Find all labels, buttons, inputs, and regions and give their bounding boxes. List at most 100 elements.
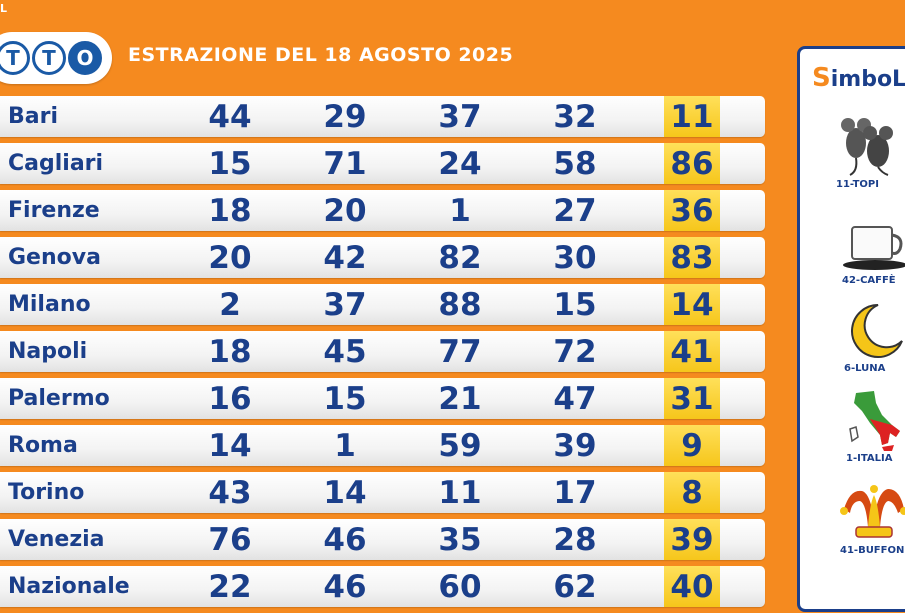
moon-icon [851,304,903,358]
jester-hat-icon [840,485,905,538]
table-row: Milano 2 37 88 15 14 [0,284,765,325]
table-row: Cagliari 15 71 24 58 86 [0,143,765,184]
symbol-topi: 11-TOPI [836,111,905,190]
number-cell-highlighted: 40 [664,566,720,607]
number-cell: 20 [208,240,252,276]
number-cell: 28 [553,522,597,558]
number-cell: 47 [553,381,597,417]
number-cell: 15 [323,381,367,417]
number-cell: 76 [208,522,252,558]
number-cell: 24 [438,146,482,182]
simbolotto-title: SimboLo [812,63,905,93]
city-name: Cagliari [8,151,104,176]
logo-letter: O [68,41,102,75]
number-cell: 60 [438,569,482,605]
italy-map-icon [849,391,900,451]
symbol-label: 11-TOPI [836,179,879,190]
number-cell: 77 [438,334,482,370]
number-cell: 43 [208,475,252,511]
city-name: Firenze [8,198,100,223]
mice-icon [841,118,893,176]
number-cell: 29 [323,99,367,135]
number-cell: 15 [553,287,597,323]
number-cell-highlighted: 14 [664,284,720,325]
symbol-label: 1-ITALIA [846,453,893,464]
number-cell: 2 [219,287,241,323]
number-cell: 21 [438,381,482,417]
number-cell: 46 [323,569,367,605]
number-cell: 37 [323,287,367,323]
city-name: Genova [8,245,101,270]
table-row: Napoli 18 45 77 72 41 [0,331,765,372]
lotto-logo: T T O [0,32,112,84]
number-cell: 14 [323,475,367,511]
lotto-logo-small-text: L [0,2,8,15]
number-cell-highlighted: 39 [664,519,720,560]
number-cell: 30 [553,240,597,276]
city-name: Milano [8,292,91,317]
city-name: Palermo [8,386,110,411]
table-row: Torino 43 14 11 17 8 [0,472,765,513]
symbol-label: 41-BUFFONE [840,545,905,556]
number-cell: 32 [553,99,597,135]
number-cell-highlighted: 8 [664,472,720,513]
results-table: Bari 44 29 37 32 11 Cagliari 15 71 24 58 86 Firenze 1… [0,96,765,613]
number-cell: 17 [553,475,597,511]
symbol-label: 6-LUNA [844,363,886,374]
city-name: Nazionale [8,574,130,599]
number-cell: 1 [449,193,471,229]
number-cell-highlighted: 86 [664,143,720,184]
number-cell-highlighted: 36 [664,190,720,231]
number-cell: 18 [208,334,252,370]
table-row: Bari 44 29 37 32 11 [0,96,765,137]
number-cell: 22 [208,569,252,605]
number-cell: 1 [334,428,356,464]
number-cell-highlighted: 11 [664,96,720,137]
city-name: Venezia [8,527,105,552]
number-cell: 18 [208,193,252,229]
number-cell: 37 [438,99,482,135]
number-cell-highlighted: 41 [664,331,720,372]
number-cell: 44 [208,99,252,135]
number-cell: 20 [323,193,367,229]
table-row: Genova 20 42 82 30 83 [0,237,765,278]
logo-letter: T [32,41,66,75]
table-row: Venezia 76 46 35 28 39 [0,519,765,560]
table-row: Nazionale 22 46 60 62 40 [0,566,765,607]
number-cell: 45 [323,334,367,370]
number-cell-highlighted: 31 [664,378,720,419]
number-cell: 14 [208,428,252,464]
city-name: Bari [8,104,59,129]
table-row: Firenze 18 20 1 27 36 [0,190,765,231]
symbol-buffone: 41-BUFFONE [840,483,905,556]
number-cell: 82 [438,240,482,276]
number-cell: 35 [438,522,482,558]
number-cell-highlighted: 9 [664,425,720,466]
number-cell: 71 [323,146,367,182]
symbol-caffe: 42-CAFFÈ [842,221,905,286]
simbolotto-panel: SimboLo 11-TOPI 42-CAFFÈ 6-LUNA [797,46,905,612]
number-cell: 62 [553,569,597,605]
number-cell: 15 [208,146,252,182]
city-name: Napoli [8,339,88,364]
logo-letter: T [0,41,30,75]
number-cell: 11 [438,475,482,511]
number-cell: 27 [553,193,597,229]
number-cell: 72 [553,334,597,370]
number-cell: 16 [208,381,252,417]
city-name: Torino [8,480,85,505]
number-cell: 88 [438,287,482,323]
number-cell: 46 [323,522,367,558]
number-cell: 42 [323,240,367,276]
city-name: Roma [8,433,78,458]
symbol-label: 42-CAFFÈ [842,275,896,286]
draw-date-title: ESTRAZIONE DEL 18 AGOSTO 2025 [128,44,514,66]
table-row: Palermo 16 15 21 47 31 [0,378,765,419]
number-cell: 39 [553,428,597,464]
number-cell: 58 [553,146,597,182]
symbol-italia: 1-ITALIA [846,389,905,464]
number-cell-highlighted: 83 [664,237,720,278]
number-cell: 59 [438,428,482,464]
table-row: Roma 14 1 59 39 9 [0,425,765,466]
coffee-cup-icon [843,226,905,270]
